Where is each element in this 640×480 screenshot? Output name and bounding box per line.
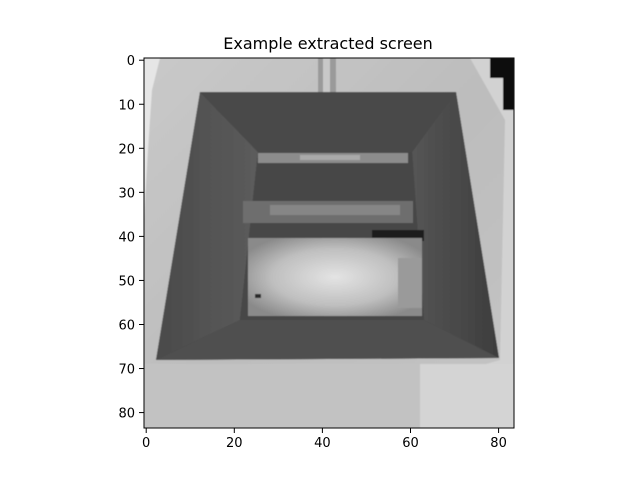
bin-right-wall <box>412 92 499 358</box>
bin-left-wall <box>156 92 258 360</box>
y-axis-ticks: 0 10 20 30 40 50 60 70 80 <box>118 54 144 422</box>
y-tick-label: 60 <box>118 318 135 333</box>
x-tick-label: 20 <box>226 436 243 451</box>
y-tick-label: 30 <box>118 186 135 201</box>
x-tick-label: 80 <box>490 436 507 451</box>
heatmap-image <box>144 58 514 428</box>
small-dark-dot <box>255 294 261 298</box>
x-tick-label: 0 <box>142 436 150 451</box>
corner-dark-block <box>490 58 514 78</box>
dark-bar <box>372 230 424 241</box>
axes-frame <box>143 57 515 429</box>
chart-title: Example extracted screen <box>223 34 433 53</box>
middle-slat-shine <box>270 205 400 215</box>
floor-bottom-right-block <box>420 364 514 428</box>
bin-back-wall <box>200 92 456 152</box>
x-tick-label: 40 <box>314 436 331 451</box>
y-tick-label: 10 <box>118 98 135 113</box>
bright-patch-right <box>398 258 422 308</box>
upper-slat-shine <box>300 155 360 160</box>
y-tick-label: 80 <box>118 407 135 422</box>
bin-front-wall <box>156 320 499 360</box>
x-axis-ticks: 0 20 40 60 80 <box>142 428 507 451</box>
y-tick-label: 70 <box>118 363 135 378</box>
y-tick-label: 20 <box>118 142 135 157</box>
x-tick-label: 60 <box>402 436 419 451</box>
y-tick-label: 50 <box>118 274 135 289</box>
y-tick-label: 40 <box>118 230 135 245</box>
y-tick-label: 0 <box>127 54 135 69</box>
floor-left-light <box>144 58 160 220</box>
pole-highlight <box>323 58 330 118</box>
bright-patch <box>248 238 422 316</box>
corner-dark-strip <box>503 78 514 110</box>
